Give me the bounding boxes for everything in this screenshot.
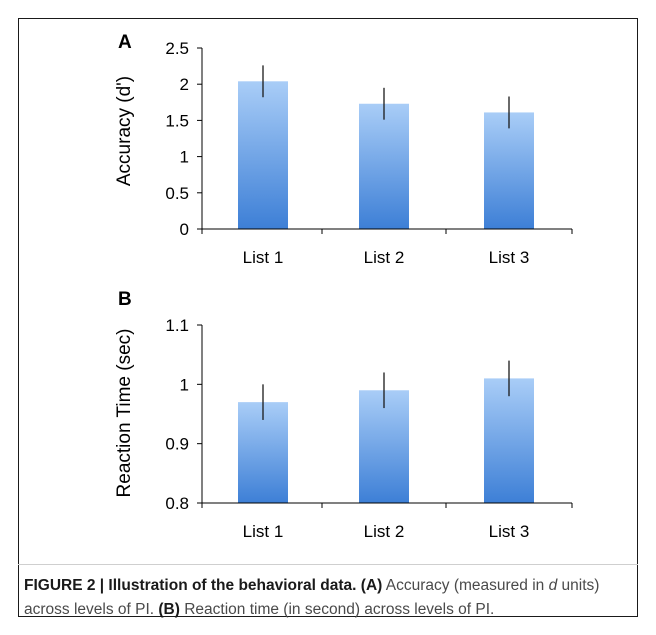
caption-part-b-tag: (B) [158,601,180,618]
panel-b-chart: B Reaction Time (sec) 0.8 0.9 1 1.1 List 1 Li… [114,289,573,541]
panel-a-y-tick-label: 2 [180,75,189,94]
panel-b-y-tick-label: 1.1 [165,316,189,335]
caption-part-a-text-1: Accuracy (measured in [385,577,545,594]
caption-label: FIGURE 2 | Illustration of the behaviora… [24,577,357,594]
panel-a-y-tick-label: 2.5 [165,39,189,58]
panel-a-y-axis-label: Accuracy (d') [114,76,135,186]
caption-part-b-text: Reaction time (in second) across levels … [184,601,495,618]
panel-a-chart: A Accuracy (d') 0 0.5 1 1.5 2 2.5 List 1 List 2… [114,32,573,267]
panel-b-label: B [118,289,132,310]
panel-a-label: A [118,32,132,53]
panel-b-x-tick-label-1: List 1 [243,522,284,541]
panel-a-x-tick-label-3: List 3 [489,248,530,267]
caption-divider [18,564,638,565]
caption-part-a-italic: d [548,577,558,594]
panel-a-y-tick-label: 0 [180,220,189,239]
panel-b-y-tick-label: 1 [180,375,189,394]
panel-a-y-tick-label: 0.5 [165,184,189,203]
panel-b-y-tick-label: 0.8 [165,494,189,513]
figure-caption: FIGURE 2 | Illustration of the behaviora… [24,574,632,622]
panel-a-y-tick-label: 1.5 [165,111,189,130]
caption-part-a-tag: (A) [360,577,383,594]
panel-a-y-tick-label: 1 [180,148,189,167]
panel-b-bar-2 [359,390,409,503]
caption-part-a-text-2: units) across levels of PI. [24,577,600,618]
panel-b-y-tick-label: 0.9 [165,435,189,454]
panel-a-x-tick-label-1: List 1 [243,248,284,267]
panel-b-bar-3 [484,378,534,503]
panel-b-y-axis-label: Reaction Time (sec) [114,329,135,498]
figure-chart: A Accuracy (d') 0 0.5 1 1.5 2 2.5 List 1 List 2… [114,32,573,541]
panel-a-bar-3 [484,112,534,229]
panel-a-bar-1 [238,81,288,229]
figure-frame [18,18,638,617]
panel-a-x-tick-label-2: List 2 [364,248,405,267]
panel-a-bar-2 [359,103,409,229]
panel-b-x-tick-label-2: List 2 [364,522,405,541]
panel-b-x-tick-label-3: List 3 [489,522,530,541]
